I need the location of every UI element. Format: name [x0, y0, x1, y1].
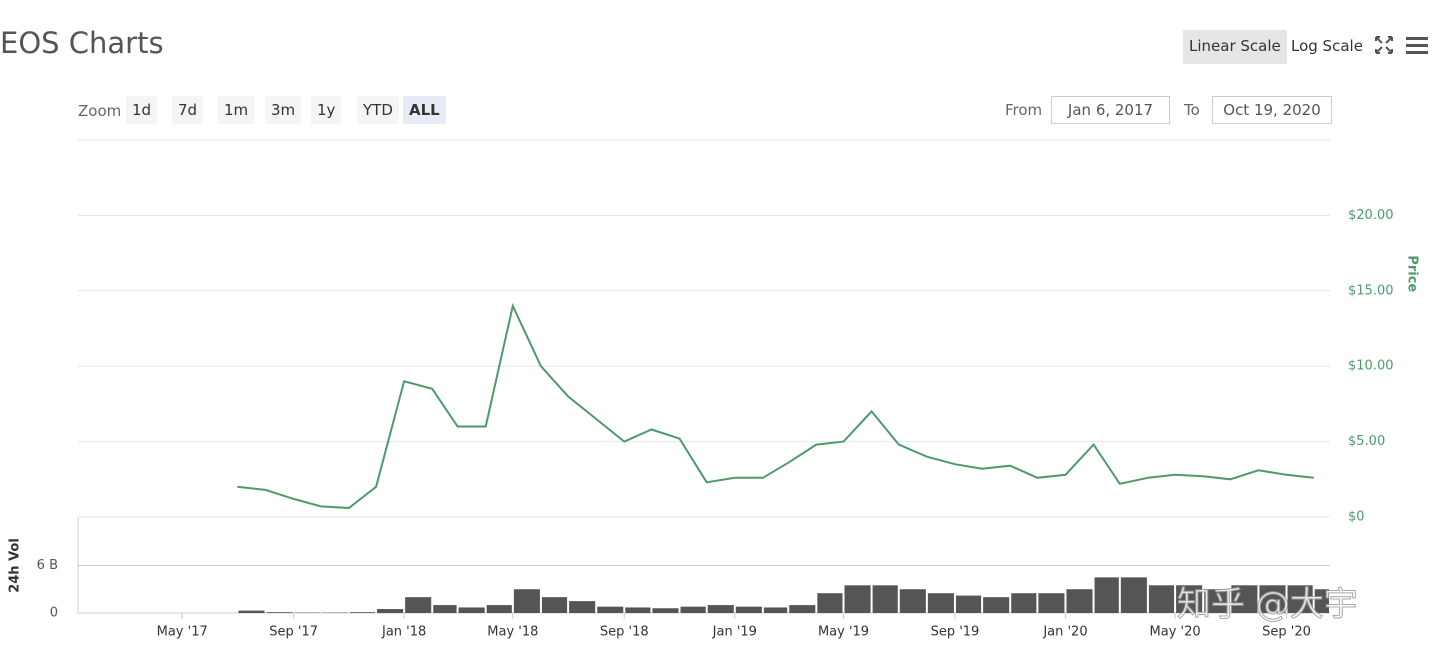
- y-axis-label: Price: [1405, 255, 1420, 292]
- chart-title: EOS Charts: [0, 26, 164, 60]
- from-label: From: [1005, 101, 1043, 119]
- volume-bar: [1066, 589, 1093, 613]
- y-tick-label: 0: [50, 606, 58, 621]
- volume-bar: [1094, 577, 1119, 613]
- x-tick-label: Sep '18: [600, 625, 649, 640]
- menu-icon[interactable]: [1406, 36, 1430, 54]
- volume-bar: [735, 606, 762, 613]
- volume-bar: [1176, 585, 1203, 613]
- x-tick-label: May '18: [487, 625, 538, 640]
- zoom-button[interactable]: 1m: [218, 96, 255, 124]
- to-input[interactable]: Oct 19, 2020: [1212, 96, 1332, 124]
- volume-bar: [349, 612, 376, 613]
- volume-bar: [680, 606, 706, 613]
- volume-bar: [1120, 577, 1147, 613]
- volume-bar: [927, 593, 954, 613]
- volume-bar: [1011, 593, 1037, 613]
- volume-bar: [458, 607, 485, 613]
- zoom-button[interactable]: 3m: [265, 96, 302, 124]
- volume-bar: [1038, 593, 1065, 613]
- scale-button[interactable]: Linear Scale: [1183, 30, 1287, 64]
- from-input[interactable]: Jan 6, 2017: [1051, 96, 1170, 124]
- volume-bar: [844, 585, 871, 613]
- fullscreen-glyph: [1375, 36, 1393, 54]
- volume-bar: [817, 593, 843, 613]
- volume-bar: [1287, 585, 1313, 613]
- volume-bar: [405, 597, 432, 613]
- price-line: [237, 302, 1314, 510]
- volume-bar: [569, 601, 596, 613]
- to-label: To: [1184, 101, 1200, 119]
- volume-bar: [238, 610, 265, 613]
- volume-bar: [1259, 585, 1286, 613]
- volume-bar: [486, 605, 512, 613]
- y-tick-label: $20.00: [1348, 208, 1394, 223]
- zoom-button[interactable]: ALL: [403, 96, 446, 124]
- y-tick-label: 6 B: [37, 558, 58, 573]
- x-tick-label: Jan '19: [712, 625, 757, 640]
- x-tick-label: Jan '18: [381, 625, 426, 640]
- zoom-label: Zoom: [78, 102, 122, 120]
- x-tick-label: Sep '19: [931, 625, 980, 640]
- volume-bar: [597, 606, 624, 613]
- x-tick-label: Jan '20: [1042, 625, 1087, 640]
- zoom-button[interactable]: 1y: [311, 96, 342, 124]
- volume-bar: [789, 605, 816, 613]
- volume-bar: [707, 605, 734, 613]
- y-tick-label: $5.00: [1348, 434, 1385, 449]
- volume-bar: [625, 607, 651, 613]
- zoom-button[interactable]: 7d: [172, 96, 204, 124]
- volume-bar: [899, 589, 926, 613]
- volume-bar: [955, 595, 982, 613]
- volume-bar: [983, 597, 1010, 613]
- volume-bar: [1231, 585, 1258, 613]
- volume-bar: [652, 608, 679, 613]
- volume-bar: [513, 589, 540, 613]
- y-tick-label: $10.00: [1348, 359, 1394, 374]
- volume-bar: [541, 597, 568, 613]
- zoom-button[interactable]: YTD: [357, 96, 399, 124]
- zoom-button[interactable]: 1d: [126, 96, 158, 124]
- volume-bar: [1148, 585, 1175, 613]
- x-tick-label: May '20: [1150, 625, 1201, 640]
- volume-bar: [433, 605, 457, 613]
- volume-bar: [872, 585, 898, 613]
- x-tick-label: May '19: [818, 625, 869, 640]
- x-tick-label: Sep '20: [1262, 625, 1311, 640]
- x-tick-label: May '17: [157, 625, 208, 640]
- fullscreen-icon[interactable]: [1375, 36, 1393, 54]
- y-tick-label: $0: [1348, 510, 1365, 525]
- menu-glyph: [1406, 37, 1428, 54]
- x-tick-label: Sep '17: [269, 625, 318, 640]
- scale-button[interactable]: Log Scale: [1291, 37, 1363, 55]
- watermark: 知乎 @大宇: [1177, 585, 1358, 625]
- y-axis-label: 24h Vol: [8, 538, 23, 593]
- volume-bar: [266, 612, 293, 613]
- volume-bar: [377, 609, 404, 613]
- volume-bar: [763, 607, 788, 613]
- volume-bar: [1314, 589, 1329, 613]
- volume-bar: [1204, 589, 1230, 613]
- y-tick-label: $15.00: [1348, 283, 1394, 298]
